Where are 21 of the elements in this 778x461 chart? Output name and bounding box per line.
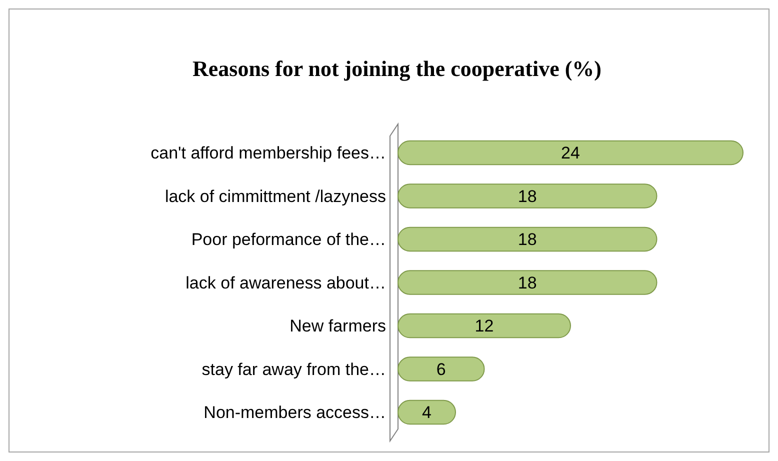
- y-tick-label: New farmers: [290, 316, 386, 336]
- data-label: 18: [518, 186, 537, 206]
- data-label: 18: [518, 273, 537, 292]
- y-tick-label: lack of cimmittment /lazyness: [164, 186, 386, 206]
- y-tick-label: Non-members access…: [204, 403, 386, 422]
- data-label: 4: [422, 403, 432, 422]
- chart-title: Reasons for not joining the cooperative (%): [192, 56, 602, 81]
- y-tick-label: lack of awareness about…: [186, 273, 386, 292]
- data-label: 6: [436, 360, 446, 379]
- bar: [398, 184, 658, 208]
- data-label: 18: [518, 230, 537, 250]
- bar: [398, 270, 658, 295]
- y-tick-label: can't afford membership fees…: [150, 144, 386, 163]
- data-label: 24: [561, 144, 580, 163]
- y-tick-label: Poor peformance of the…: [191, 230, 386, 250]
- bar: [398, 140, 744, 166]
- bar: [398, 226, 658, 252]
- y-tick-label: stay far away from the…: [202, 360, 386, 379]
- bar: [398, 356, 485, 382]
- data-label: 12: [474, 316, 494, 336]
- bar: [398, 313, 571, 338]
